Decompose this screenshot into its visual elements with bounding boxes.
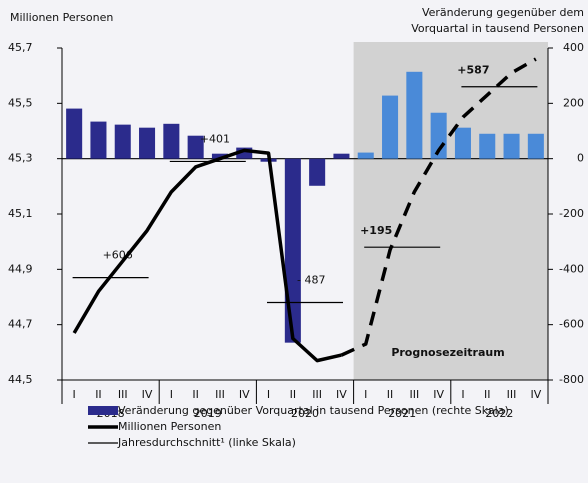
bar [211, 153, 228, 159]
bar [382, 95, 399, 159]
annual-change-label: +401 [200, 132, 230, 145]
y-tick-label: 45,7 [8, 41, 33, 54]
year-label: 2020 [291, 407, 319, 420]
y-tick-label: 44,5 [8, 373, 33, 386]
x-tick-label: I [73, 388, 76, 401]
annual-change-label: +587 [457, 64, 489, 77]
y2-tick-label: -600 [559, 318, 584, 331]
x-tick-label: III [507, 388, 517, 401]
legend-label: Veränderung gegenüber Vorquartal in taus… [118, 404, 509, 417]
x-tick-label: IV [239, 388, 250, 401]
bar [479, 133, 496, 159]
x-tick-label: IV [530, 388, 541, 401]
y2-tick-label: -800 [559, 373, 584, 386]
y2-tick-label: 200 [563, 96, 584, 109]
line [72, 148, 342, 363]
bar [333, 153, 350, 159]
y2-axis-title: Vorquartal in tausend Personen [411, 22, 584, 35]
legend-swatch [88, 406, 118, 415]
y2-tick-label: -400 [559, 262, 584, 275]
year-label: 2022 [485, 407, 513, 420]
annual-change-label: - 487 [297, 274, 325, 287]
bar [357, 152, 374, 159]
y-tick-label: 45,1 [8, 207, 33, 220]
y-tick-label: 44,9 [8, 262, 33, 275]
bar [406, 71, 423, 159]
x-tick-label: II [387, 388, 394, 401]
forecast-label: Prognosezeitraum [391, 346, 504, 359]
bar [90, 121, 107, 159]
x-tick-label: II [192, 388, 199, 401]
bar [66, 108, 83, 159]
bar [284, 158, 301, 343]
legend-label: Millionen Personen [118, 420, 221, 433]
y-tick-label: 45,5 [8, 96, 33, 109]
x-tick-label: II [95, 388, 102, 401]
y2-tick-label: 400 [563, 41, 584, 54]
y2-tick-label: -200 [559, 207, 584, 220]
year-label: 2019 [194, 407, 222, 420]
x-tick-label: III [312, 388, 322, 401]
y-tick-label: 45,3 [8, 152, 33, 165]
bar [527, 133, 544, 159]
x-tick-label: II [290, 388, 297, 401]
bar [139, 127, 156, 159]
forecast-line [340, 57, 537, 357]
year-label: 2021 [388, 407, 416, 420]
bar [503, 133, 520, 159]
x-tick-label: I [267, 388, 270, 401]
bar [309, 158, 326, 186]
y2-tick-label: 0 [577, 152, 584, 165]
x-tick-label: II [484, 388, 491, 401]
bar [114, 124, 131, 159]
x-tick-label: I [461, 388, 464, 401]
y-axis-title: Millionen Personen [10, 11, 113, 24]
x-tick-label: IV [336, 388, 347, 401]
x-tick-label: I [170, 388, 173, 401]
annual-change-label: +195 [360, 224, 392, 237]
x-tick-label: III [409, 388, 419, 401]
legend-label: Jahresdurchschnitt¹ (linke Skala) [117, 436, 296, 449]
y-tick-label: 44,7 [8, 318, 33, 331]
x-tick-label: III [118, 388, 128, 401]
x-tick-label: IV [142, 388, 153, 401]
x-tick-label: III [215, 388, 225, 401]
bar [163, 123, 180, 159]
bar [236, 147, 253, 159]
forecast-area [353, 42, 548, 380]
x-tick-label: IV [433, 388, 444, 401]
x-tick-label: I [364, 388, 367, 401]
bar [187, 135, 204, 159]
y2-axis-title: Veränderung gegenüber dem [422, 6, 584, 19]
bar [454, 127, 471, 159]
